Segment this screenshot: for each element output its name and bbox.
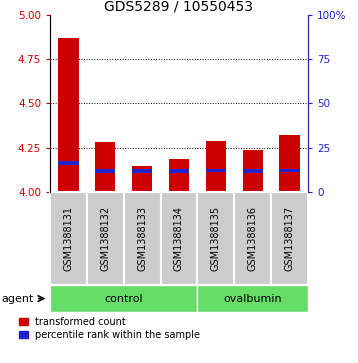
Bar <box>197 192 234 285</box>
Bar <box>279 135 300 192</box>
Bar <box>242 150 263 192</box>
Bar <box>234 192 271 285</box>
Bar <box>206 168 226 172</box>
Text: GSM1388134: GSM1388134 <box>174 206 184 271</box>
Bar <box>279 168 300 172</box>
Bar <box>87 192 124 285</box>
Bar <box>124 192 161 285</box>
Text: control: control <box>105 294 143 303</box>
Text: GSM1388136: GSM1388136 <box>248 206 258 271</box>
Bar <box>132 170 152 173</box>
Bar <box>132 166 152 192</box>
Text: GSM1388137: GSM1388137 <box>285 206 295 271</box>
Bar <box>161 192 197 285</box>
Bar <box>95 170 116 173</box>
Bar <box>58 162 79 165</box>
Text: GSM1388132: GSM1388132 <box>100 206 110 271</box>
Bar <box>169 159 189 192</box>
Bar <box>50 285 197 312</box>
Bar <box>169 170 189 173</box>
Bar <box>95 142 116 192</box>
Legend: transformed count, percentile rank within the sample: transformed count, percentile rank withi… <box>19 317 200 340</box>
Text: GSM1388135: GSM1388135 <box>211 206 221 271</box>
Bar <box>206 141 226 192</box>
Text: GSM1388133: GSM1388133 <box>137 206 147 271</box>
Text: GSM1388131: GSM1388131 <box>63 206 73 271</box>
Text: agent: agent <box>2 294 34 303</box>
Bar <box>242 170 263 173</box>
Bar <box>50 192 87 285</box>
Title: GDS5289 / 10550453: GDS5289 / 10550453 <box>105 0 253 13</box>
Bar <box>58 38 79 192</box>
Bar <box>271 192 308 285</box>
Bar <box>197 285 308 312</box>
Text: ovalbumin: ovalbumin <box>223 294 282 303</box>
